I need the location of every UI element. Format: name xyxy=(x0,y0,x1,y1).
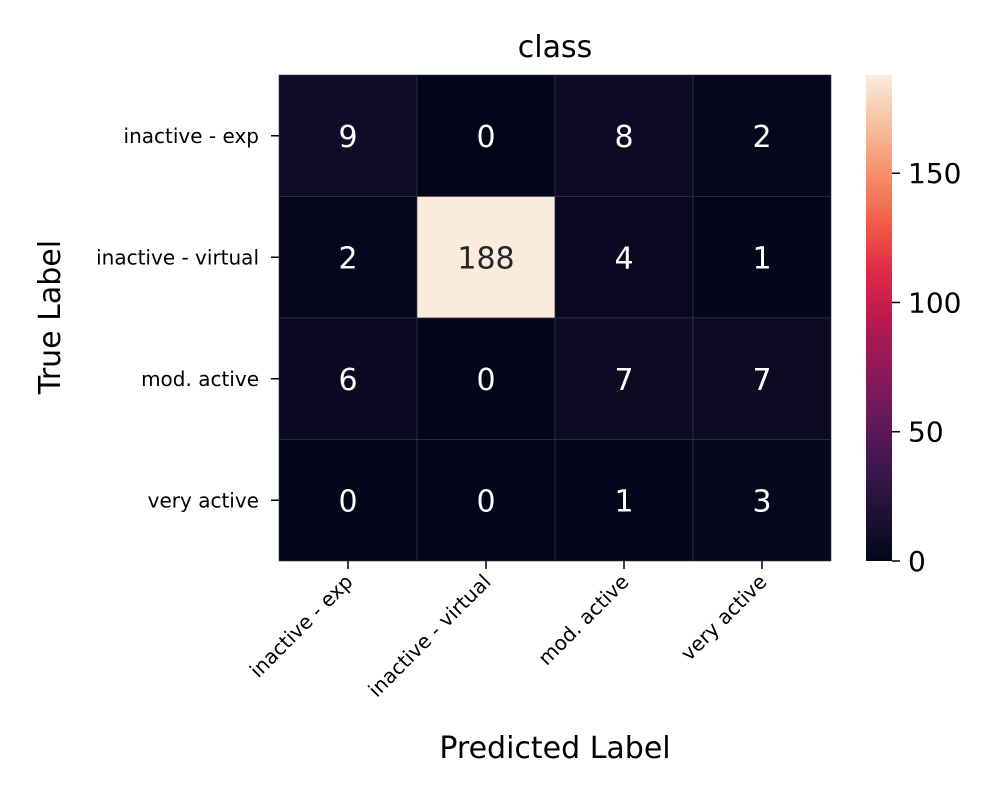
heatmap-cell xyxy=(416,439,556,562)
heatmap-cell xyxy=(416,196,556,319)
colorbar-tick-label: 0 xyxy=(908,545,926,578)
y-tick-label: very active xyxy=(148,488,259,512)
heatmap-cell-label: 0 xyxy=(338,484,357,519)
x-tick-label: inactive - exp xyxy=(245,570,358,683)
y-axis-ticks: inactive - exp inactive - virtual mod. act… xyxy=(96,124,279,512)
heatmap-cell xyxy=(278,74,418,197)
heatmap-cell-labels: 9 0 8 2 2 188 4 1 6 0 7 7 0 0 1 3 xyxy=(338,120,771,520)
heatmap-cell xyxy=(278,439,418,562)
colorbar-ticks: 0 50 100 150 xyxy=(892,157,961,578)
y-tick-label: inactive - virtual xyxy=(96,245,259,269)
x-tick-label: inactive - virtual xyxy=(363,570,495,702)
heatmap-cell-label: 0 xyxy=(476,120,495,155)
heatmap-cell-label: 8 xyxy=(614,120,633,155)
heatmap-cell-label: 1 xyxy=(614,484,633,519)
heatmap-cell-label: 3 xyxy=(752,484,771,519)
heatmap-cell xyxy=(692,317,832,440)
heatmap-cell xyxy=(554,196,694,319)
heatmap-cell xyxy=(692,439,832,562)
heatmap-cell xyxy=(278,196,418,319)
x-axis-title: Predicted Label xyxy=(439,731,670,766)
heatmap-cell-label: 1 xyxy=(752,241,771,276)
colorbar-tick-label: 100 xyxy=(908,286,961,319)
colorbar: 0 50 100 150 xyxy=(866,75,961,578)
heatmap-cell xyxy=(692,196,832,319)
colorbar-gradient xyxy=(866,75,892,561)
heatmap-cell xyxy=(554,74,694,197)
y-tick-label: inactive - exp xyxy=(124,124,259,148)
heatmap-cell xyxy=(416,74,556,197)
heatmap-cell xyxy=(416,317,556,440)
heatmap-cell-label: 0 xyxy=(476,484,495,519)
heatmap-cell-label: 9 xyxy=(338,120,357,155)
heatmap-cell-label: 2 xyxy=(338,241,357,276)
heatmap-cell-label: 2 xyxy=(752,120,771,155)
y-axis-title: True Label xyxy=(33,240,68,395)
colorbar-tick-label: 150 xyxy=(908,157,961,190)
heatmap-cell-label: 4 xyxy=(614,241,633,276)
heatmap-cell-label: 7 xyxy=(614,363,633,398)
heatmap-cell-label: 6 xyxy=(338,363,357,398)
x-axis-ticks: inactive - exp inactive - virtual mod. act… xyxy=(245,561,772,702)
x-tick-label: very active xyxy=(676,570,772,666)
y-tick-label: mod. active xyxy=(141,367,259,391)
chart-title: class xyxy=(518,30,592,65)
heatmap-cell xyxy=(554,439,694,562)
heatmap-cell-label: 0 xyxy=(476,363,495,398)
heatmap-cell-label: 7 xyxy=(752,363,771,398)
heatmap-cells xyxy=(278,74,832,562)
x-tick-label: mod. active xyxy=(533,570,633,670)
heatmap-cell xyxy=(692,74,832,197)
colorbar-tick-label: 50 xyxy=(908,416,944,449)
heatmap-cell-label: 188 xyxy=(457,241,514,276)
